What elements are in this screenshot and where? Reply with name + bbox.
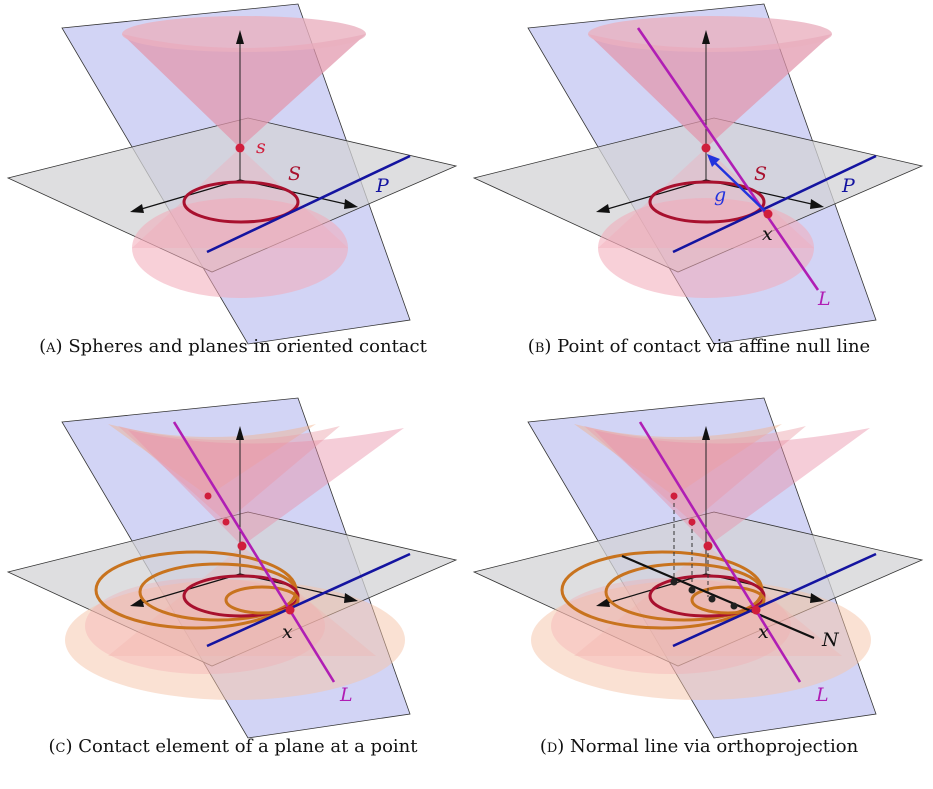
- cone-family-base: [531, 580, 871, 700]
- caption-d-text: Normal line via orthoprojection: [570, 736, 859, 757]
- axis-arrowhead: [702, 426, 710, 440]
- y-axis-arrowhead: [810, 593, 824, 603]
- upper-cone-rim: [588, 16, 832, 52]
- contact-point: [285, 605, 295, 615]
- caption-c: (c) Contact element of a plane at a poin…: [0, 736, 466, 757]
- axis-arrowhead: [236, 30, 244, 44]
- apex-point-3: [237, 541, 247, 551]
- contact-point: [751, 605, 761, 615]
- caption-d: (d) Normal line via orthoprojection: [466, 736, 932, 757]
- cone-family-base: [65, 580, 405, 700]
- label-x: x: [758, 621, 769, 643]
- apex-point: [235, 143, 245, 153]
- figure-d: x N L: [472, 397, 924, 739]
- panel-c: x L (c) Contact element of a plane at a …: [0, 394, 466, 788]
- label-P: P: [841, 175, 856, 197]
- apex-point: [701, 143, 711, 153]
- axis-arrowhead: [702, 30, 710, 44]
- label-g: g: [714, 184, 726, 206]
- label-S: S: [754, 163, 767, 185]
- figure-c: x L: [6, 397, 458, 739]
- y-axis-arrowhead: [810, 199, 824, 209]
- caption-a: (a) Spheres and planes in oriented conta…: [0, 336, 466, 357]
- caption-c-text: Contact element of a plane at a point: [78, 736, 418, 757]
- upper-cone: [122, 34, 366, 148]
- lower-cone: [598, 148, 814, 248]
- projected-point-3: [708, 595, 716, 603]
- cone-family-3: [574, 424, 782, 496]
- projected-point-1: [670, 578, 678, 586]
- figure-b: S P g x L: [472, 3, 924, 345]
- x-axis-arrowhead: [130, 598, 144, 607]
- apex-point-1: [204, 492, 212, 500]
- x-axis-arrowhead: [596, 204, 610, 213]
- caption-b: (b) Point of contact via affine null lin…: [466, 336, 932, 357]
- circle-4: [224, 585, 300, 615]
- cone-family-2: [118, 426, 340, 522]
- apex-point-2: [222, 518, 230, 526]
- lower-cone-base: [132, 198, 348, 298]
- apex-point-3: [703, 541, 713, 551]
- label-L: L: [339, 684, 353, 706]
- cone-family-3: [108, 424, 316, 496]
- null-line: [638, 421, 802, 683]
- caption-d-tag: (d): [539, 736, 565, 757]
- upper-cone-rim: [122, 16, 366, 52]
- normal-line: [621, 554, 815, 640]
- axis-arrowhead: [236, 426, 244, 440]
- plane-line: [206, 154, 411, 254]
- null-line: [172, 421, 336, 683]
- caption-c-tag: (c): [48, 736, 73, 757]
- sphere-circle: [182, 180, 300, 224]
- label-x: x: [282, 621, 293, 643]
- x-axis-arrowhead: [596, 598, 610, 607]
- projected-point-4: [730, 602, 738, 610]
- figure-a: s S P: [6, 3, 458, 345]
- panel-d: x N L (d) Normal line via orthoprojectio…: [466, 394, 932, 788]
- plane-line: [672, 552, 877, 648]
- cone-family-2: [584, 426, 806, 522]
- plane-line: [206, 552, 411, 648]
- caption-b-tag: (b): [527, 336, 552, 357]
- label-L: L: [817, 288, 831, 310]
- generator-vector: [711, 159, 769, 215]
- caption-b-text: Point of contact via affine null line: [557, 336, 871, 357]
- label-x: x: [762, 223, 773, 245]
- label-N: N: [821, 629, 840, 651]
- y-axis-arrowhead: [344, 199, 358, 209]
- y-axis-arrowhead: [344, 593, 358, 603]
- sphere-circle: [648, 180, 766, 224]
- lower-cone-base: [598, 198, 814, 298]
- label-P: P: [375, 175, 390, 197]
- panel-b: S P g x L (b) Point of contact via affin…: [466, 0, 932, 394]
- label-S: S: [288, 163, 301, 185]
- caption-a-text: Spheres and planes in oriented contact: [68, 336, 427, 357]
- label-s: s: [256, 136, 266, 158]
- apex-point-2: [688, 518, 696, 526]
- plane-line: [672, 154, 877, 254]
- contact-point: [763, 209, 773, 219]
- apex-point-1: [670, 492, 678, 500]
- label-L: L: [815, 684, 829, 706]
- lower-cone: [132, 148, 348, 248]
- generator-arrowhead: [707, 154, 720, 167]
- upper-cone: [588, 34, 832, 148]
- caption-a-tag: (a): [39, 336, 63, 357]
- null-line: [636, 27, 820, 291]
- panel-a: s S P (a) Spheres and planes in oriented…: [0, 0, 466, 394]
- circle-4: [690, 585, 766, 615]
- x-axis-arrowhead: [130, 204, 144, 213]
- projected-point-2: [688, 586, 696, 594]
